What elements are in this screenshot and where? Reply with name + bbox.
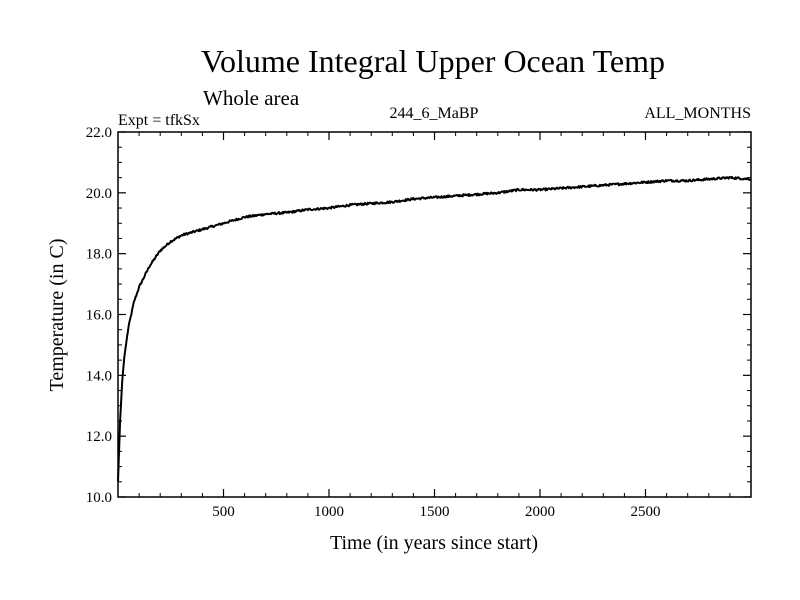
y-tick-label: 18.0 [86, 247, 112, 263]
experiment-label: Expt = tfkSx [118, 112, 200, 129]
chart-title: Volume Integral Upper Ocean Temp [201, 43, 665, 79]
y-tick-label: 22.0 [86, 125, 112, 141]
y-tick-label: 16.0 [86, 308, 112, 324]
x-tick-label: 1500 [420, 504, 450, 520]
y-axis-label: Temperature (in C) [46, 239, 68, 392]
x-tick-label: 500 [212, 504, 235, 520]
x-axis-label: Time (in years since start) [330, 532, 538, 554]
plot-frame [117, 131, 752, 498]
y-tick-label: 20.0 [86, 186, 112, 202]
ticks [118, 131, 751, 498]
run-label: 244_6_MaBP [390, 105, 479, 122]
series-line [117, 175, 752, 482]
y-tick-label: 14.0 [86, 368, 112, 384]
y-tick-label: 12.0 [86, 429, 112, 445]
tick-labels: 10.0 12.0 14.0 16.0 18.0 20.0 22.0 500 1000 1500 2… [86, 125, 661, 520]
x-tick-label: 2500 [631, 504, 661, 520]
chart-subtitle: Whole area [203, 86, 300, 110]
x-tick-label: 1000 [314, 504, 344, 520]
x-tick-label: 2000 [525, 504, 555, 520]
y-tick-label: 10.0 [86, 490, 112, 506]
months-label: ALL_MONTHS [644, 105, 751, 122]
axes [117, 131, 752, 498]
